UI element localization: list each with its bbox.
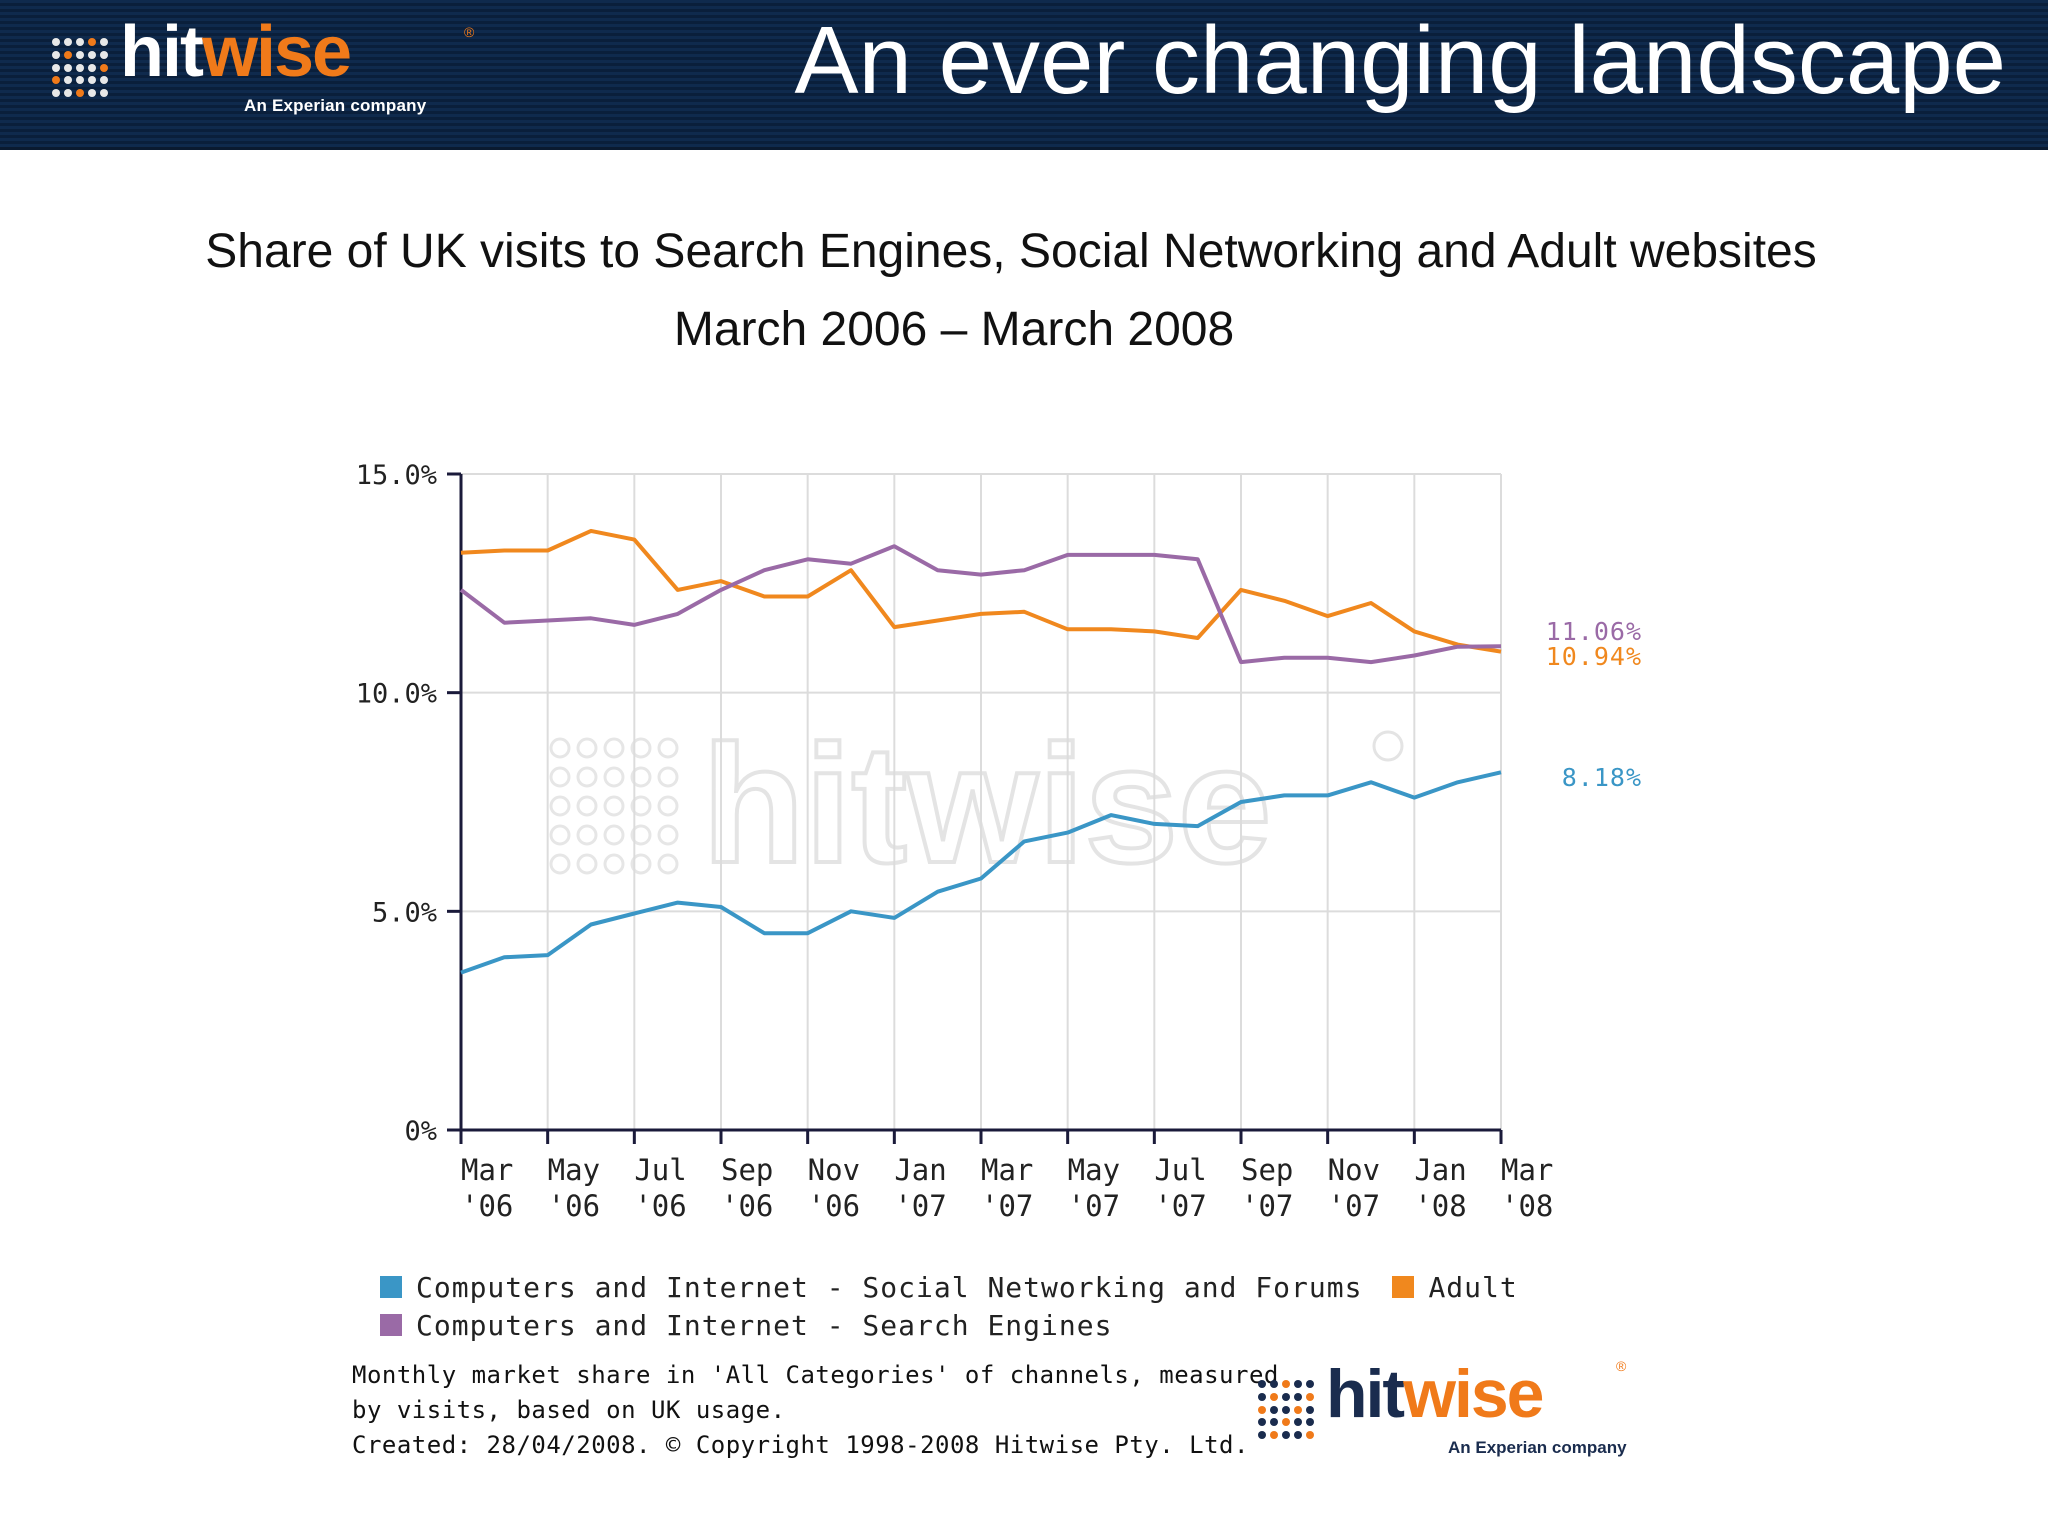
y-tick-label: 0%	[404, 1116, 437, 1147]
legend-row: Computers and Internet - Search Engines	[380, 1306, 1518, 1344]
chart-legend: Computers and Internet - Social Networki…	[380, 1268, 1518, 1344]
watermark-registered-icon	[1372, 730, 1404, 762]
watermark-text: hitwise	[702, 710, 1271, 898]
x-tick-label-month: Mar	[461, 1153, 513, 1187]
x-tick-label-year: '07	[1154, 1189, 1206, 1223]
x-tick-label-year: '07	[1068, 1189, 1120, 1223]
hitwise-footer-logo: hitwise ® An Experian company	[1258, 1358, 1638, 1466]
x-tick-label-year: '08	[1501, 1189, 1553, 1223]
x-tick-label-year: '07	[1241, 1189, 1293, 1223]
series-line-0	[460, 770, 1502, 975]
chart-footnote: Monthly market share in 'All Categories'…	[352, 1358, 1279, 1463]
chart-axes	[447, 472, 1503, 1144]
x-tick-label-month: Jul	[1154, 1153, 1206, 1187]
footnote-line-3: Created: 28/04/2008. © Copyright 1998-20…	[352, 1431, 1249, 1459]
legend-swatch	[380, 1314, 402, 1336]
x-tick-label-year: '06	[548, 1189, 600, 1223]
series-line-2	[459, 544, 1502, 665]
footer-logo-wordmark: hitwise	[1326, 1356, 1545, 1432]
x-tick-label-month: Jul	[634, 1153, 686, 1187]
slide-title: An ever changing landscape	[794, 7, 2006, 114]
chart-title: Share of UK visits to Search Engines, So…	[205, 225, 1817, 278]
footer-logo-registered: ®	[1616, 1358, 1627, 1374]
x-tick-label-month: Sep	[1241, 1153, 1293, 1187]
y-tick-label: 5.0%	[372, 897, 437, 928]
logo-wordmark: hitwise	[120, 12, 352, 92]
x-tick-label-month: Nov	[808, 1153, 860, 1187]
hitwise-watermark: hitwise	[549, 708, 1404, 900]
x-tick-label-year: '06	[461, 1189, 513, 1223]
x-tick-label-month: May	[548, 1153, 600, 1187]
x-tick-label-month: Jan	[894, 1153, 946, 1187]
chart-series	[459, 528, 1502, 975]
series-line-1	[460, 528, 1502, 654]
end-value-label: 10.94%	[1546, 642, 1642, 671]
x-tick-label-year: '06	[634, 1189, 686, 1223]
x-tick-label-month: May	[1068, 1153, 1120, 1187]
chart-labels: 15.0%10.0%5.0%0%Mar'06May'06Jul'06Sep'06…	[356, 460, 1642, 1223]
x-tick-label-month: Sep	[721, 1153, 773, 1187]
legend-label: Computers and Internet - Search Engines	[416, 1308, 1113, 1342]
x-tick-label-month: Jan	[1414, 1153, 1466, 1187]
end-value-label: 8.18%	[1562, 763, 1642, 792]
footnote-line-2: by visits, based on UK usage.	[352, 1396, 786, 1424]
x-tick-label-year: '07	[1328, 1189, 1380, 1223]
logo-tagline: An Experian company	[244, 96, 427, 115]
x-tick-label-year: '06	[721, 1189, 773, 1223]
x-tick-label-month: Mar	[981, 1153, 1033, 1187]
logo-registered: ®	[464, 24, 475, 40]
x-tick-label-year: '08	[1414, 1189, 1466, 1223]
legend-label: Adult	[1428, 1270, 1518, 1304]
legend-row: Computers and Internet - Social Networki…	[380, 1268, 1518, 1306]
x-tick-label-year: '06	[808, 1189, 860, 1223]
footer-logo-tagline: An Experian company	[1448, 1438, 1627, 1457]
footer-logo-dots-icon	[1258, 1380, 1318, 1440]
end-value-label: 11.06%	[1546, 617, 1642, 646]
legend-swatch	[1392, 1276, 1415, 1298]
x-tick-label-month: Mar	[1501, 1153, 1553, 1187]
chart-subtitle: March 2006 – March 2008	[673, 303, 1235, 356]
watermark-dots-icon	[549, 737, 679, 875]
y-tick-label: 10.0%	[356, 679, 437, 710]
x-tick-label-year: '07	[981, 1189, 1033, 1223]
logo-dots-icon	[52, 38, 112, 98]
hitwise-logo: hitwise ® An Experian company	[52, 16, 474, 122]
legend-swatch	[380, 1276, 402, 1298]
legend-label: Computers and Internet - Social Networki…	[416, 1270, 1363, 1304]
chart-grid	[460, 473, 1502, 1131]
x-tick-label-month: Nov	[1328, 1153, 1380, 1187]
header-bar: hitwise ® An Experian company An ever ch…	[0, 0, 2048, 150]
x-tick-label-year: '07	[894, 1189, 946, 1223]
y-tick-label: 15.0%	[356, 460, 437, 491]
footnote-line-1: Monthly market share in 'All Categories'…	[352, 1361, 1279, 1389]
